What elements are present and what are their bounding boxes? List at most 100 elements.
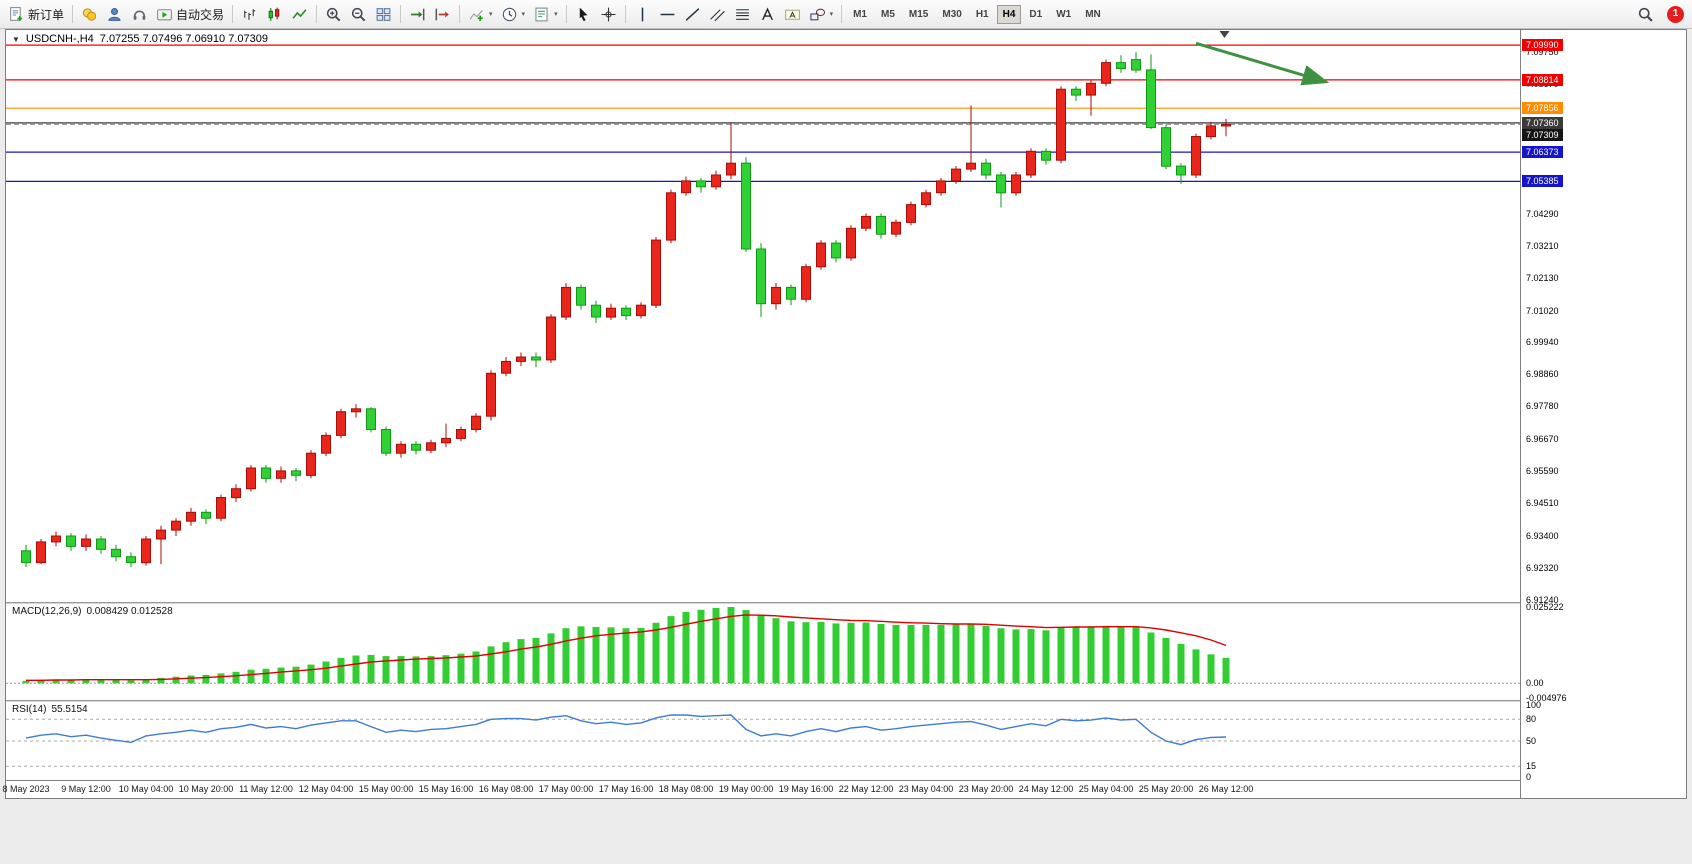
user-button[interactable]: [102, 3, 127, 26]
candle: [486, 372, 496, 417]
candle: [1221, 123, 1231, 127]
candle: [51, 535, 61, 543]
trend-arrow-annotation[interactable]: [1195, 41, 1330, 86]
tile-windows-button[interactable]: [371, 3, 396, 26]
macd-histogram-bar: [1117, 626, 1125, 684]
macd-histogram-bar: [367, 654, 375, 684]
templates-button[interactable]: ▾: [529, 3, 562, 26]
chart-shift-marker[interactable]: [1219, 31, 1230, 38]
auto-scroll-button[interactable]: [405, 3, 430, 26]
timeframe-d1-button[interactable]: D1: [1023, 5, 1048, 24]
candle: [1026, 150, 1036, 176]
macd-histogram-bar: [292, 666, 300, 684]
panel-divider[interactable]: [6, 602, 1520, 604]
candle: [336, 411, 346, 436]
price-level-badge: 7.06373: [1522, 146, 1563, 158]
text-label-button[interactable]: [780, 3, 805, 26]
auto-trading-button[interactable]: 自动交易: [152, 3, 228, 26]
horizontal-line-button[interactable]: [655, 3, 680, 26]
price-level-badge: 7.08814: [1522, 74, 1563, 86]
shapes-icon: [809, 8, 825, 20]
cursor-button[interactable]: [571, 3, 596, 26]
candle: [111, 548, 121, 558]
timeframe-m1-button[interactable]: M1: [847, 5, 873, 24]
time-label: 25 May 04:00: [1078, 784, 1134, 794]
zoom-out-button[interactable]: [346, 3, 371, 26]
candle: [1071, 88, 1081, 96]
search-button[interactable]: [1633, 3, 1658, 26]
candle: [621, 307, 631, 317]
rsi-axis-label: 100: [1526, 700, 1542, 710]
dropdown-caret-icon[interactable]: ▾: [554, 11, 558, 18]
price-level-badge: 7.09990: [1522, 39, 1563, 51]
timeframe-m30-button[interactable]: M30: [936, 5, 967, 24]
macd-histogram-bar: [1012, 629, 1020, 684]
macd-histogram-bar: [817, 621, 825, 684]
macd-histogram-bar: [622, 628, 630, 684]
fibonacci-button[interactable]: [730, 3, 755, 26]
fibonacci-icon: [735, 8, 749, 20]
macd-histogram-bar: [247, 669, 255, 684]
timeframe-w1-button[interactable]: W1: [1050, 5, 1077, 24]
cursor-icon: [579, 7, 588, 21]
vertical-line-button[interactable]: [630, 3, 655, 26]
timeframe-mn-button[interactable]: MN: [1079, 5, 1107, 24]
indicators-button[interactable]: ▾: [464, 3, 497, 26]
dropdown-caret-icon[interactable]: ▾: [489, 11, 493, 18]
macd-histogram-bar: [1027, 629, 1035, 684]
panel-divider[interactable]: [6, 700, 1520, 702]
notification-badge[interactable]: 1: [1667, 5, 1684, 23]
macd-histogram-bar: [52, 679, 60, 684]
rsi-chart: [6, 714, 1520, 767]
periods-button[interactable]: ▾: [497, 3, 530, 26]
tile-windows-icon: [376, 7, 391, 21]
timeframe-h1-button[interactable]: H1: [970, 5, 995, 24]
macd-histogram-bar: [982, 625, 990, 684]
rsi-axis-label: 0: [1526, 772, 1532, 782]
line-chart-button[interactable]: [287, 3, 312, 26]
dropdown-caret-icon[interactable]: ▾: [521, 11, 526, 18]
candle: [1041, 150, 1051, 161]
price-tick-label: 7.02130: [1526, 273, 1559, 283]
macd-histogram-bar: [142, 679, 150, 684]
trendline-button[interactable]: [680, 3, 705, 26]
channel-button[interactable]: [705, 3, 730, 26]
candles-chart-icon: [268, 7, 280, 21]
shapes-button[interactable]: ▾: [805, 3, 838, 26]
candle: [81, 538, 91, 547]
dropdown-caret-icon[interactable]: ▾: [829, 11, 834, 18]
crosshair-button[interactable]: [596, 3, 621, 26]
headset-button[interactable]: [127, 3, 152, 26]
price-chart-panel[interactable]: ▼ USDCNH-,H4 7.07255 7.07496 7.06910 7.0…: [6, 30, 1520, 602]
macd-histogram-bar: [757, 615, 765, 684]
candle: [651, 239, 661, 306]
timeframe-h4-button[interactable]: H4: [996, 4, 1022, 24]
candlestick-chart[interactable]: [6, 30, 1520, 602]
price-tick-label: 7.04290: [1526, 209, 1559, 219]
chart-shift-button[interactable]: [430, 3, 455, 26]
time-axis[interactable]: 8 May 2023 9 May 12:00 10 May 04:00 10 May …: [2, 780, 1520, 798]
rsi-panel[interactable]: RSI(14) 55.5154: [6, 702, 1520, 780]
macd-histogram-bar: [1087, 626, 1095, 684]
macd-histogram-bar: [847, 622, 855, 684]
new-order-button[interactable]: 新订单: [4, 3, 68, 26]
timeframe-m5-button[interactable]: M5: [875, 5, 901, 24]
indicators-icon: [469, 9, 483, 21]
candles-chart-button[interactable]: [262, 3, 287, 26]
candle: [546, 316, 556, 361]
macd-histogram-bar: [607, 627, 615, 684]
text-button[interactable]: [755, 3, 780, 26]
chart-shift-icon: [435, 8, 449, 20]
macd-panel[interactable]: MACD(12,26,9) 0.008429 0.012528: [6, 604, 1520, 700]
candle: [1131, 59, 1141, 71]
coins-button[interactable]: [77, 3, 102, 26]
ohlc-toggle-icon[interactable]: ▼: [12, 34, 20, 44]
crosshair-icon: [601, 7, 615, 21]
candle: [846, 227, 856, 259]
price-axis[interactable]: 7.097507.086707.042907.032107.021307.010…: [1520, 30, 1686, 798]
zoom-in-button[interactable]: [321, 3, 346, 26]
timeframe-m15-button[interactable]: M15: [903, 5, 934, 24]
bars-chart-button[interactable]: [237, 3, 262, 26]
window-background: [0, 799, 1692, 864]
auto-trading-icon: [157, 8, 172, 20]
